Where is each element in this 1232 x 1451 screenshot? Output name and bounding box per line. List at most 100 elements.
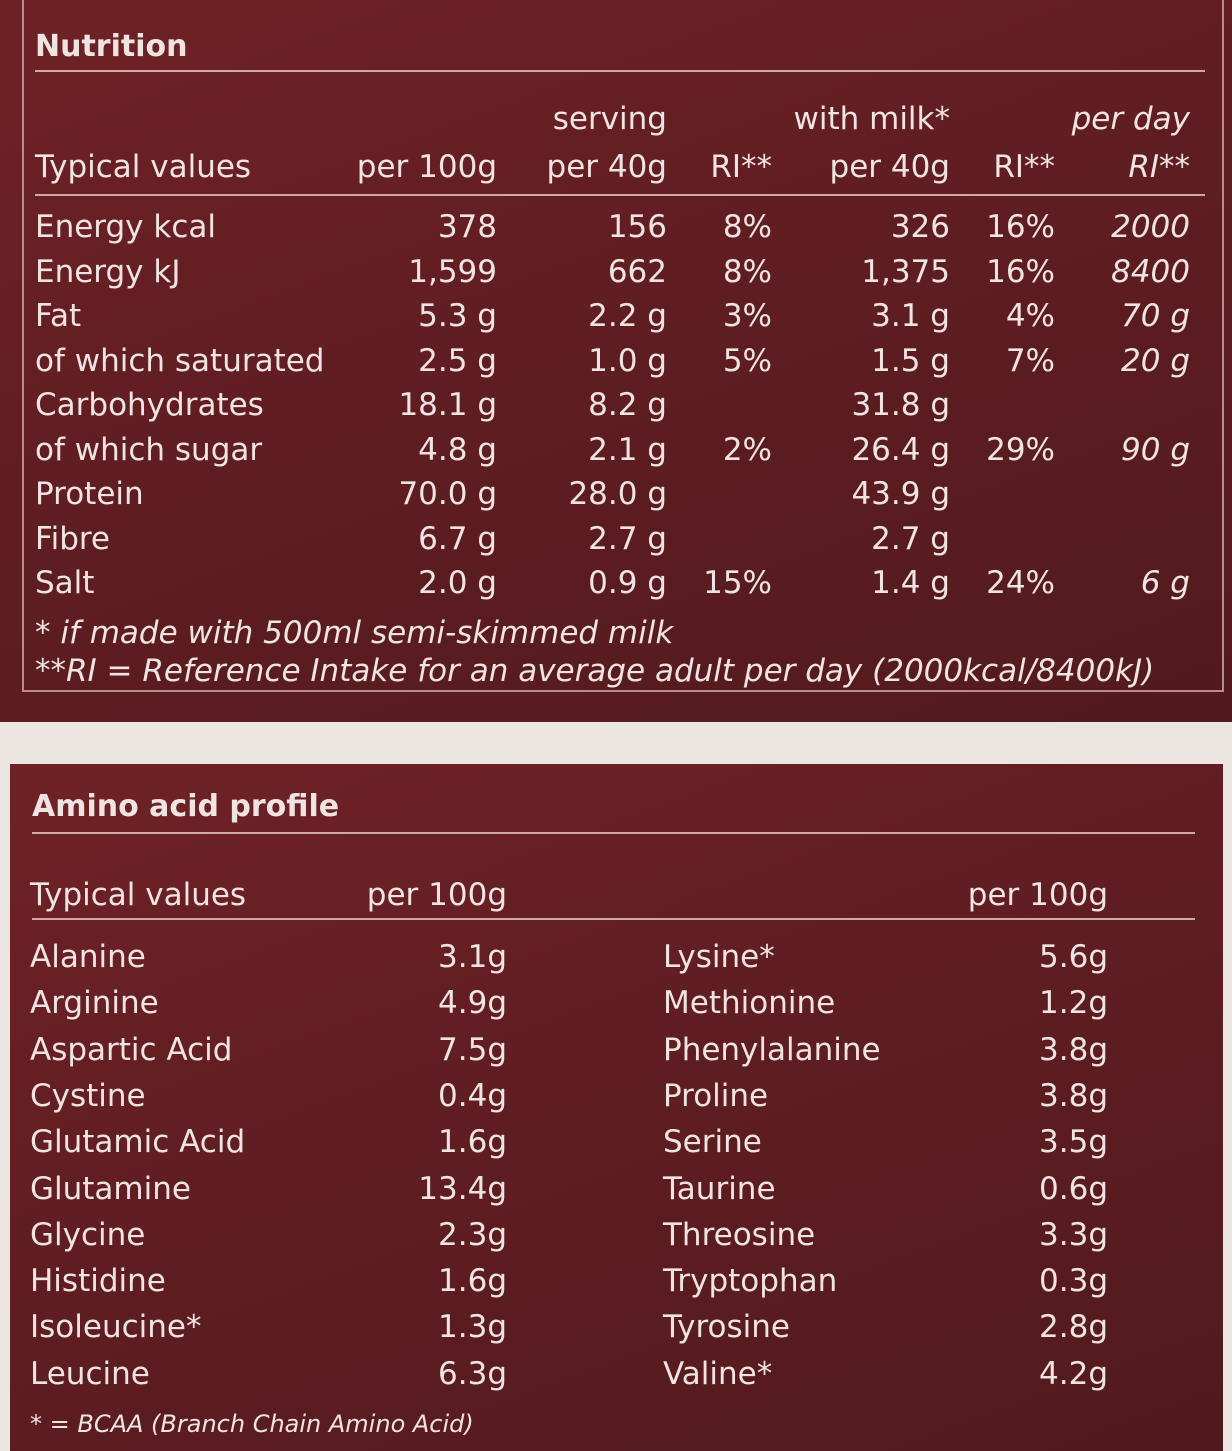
- nutrient-value: 2%: [722, 431, 772, 468]
- frame: [22, 0, 1224, 692]
- amino-name: Taurine: [663, 1170, 776, 1207]
- nutrient-value: 326: [890, 209, 950, 245]
- amino-name: Tryptophan: [663, 1263, 838, 1300]
- nutrient-value: 2.1 g: [588, 431, 667, 468]
- column-group: serving: [552, 101, 667, 137]
- nutrient-value: 8%: [722, 253, 772, 290]
- amino-name: Aspartic Acid: [30, 1031, 233, 1068]
- amino-name: Threosine: [663, 1216, 816, 1253]
- amino-name: Leucine: [30, 1355, 150, 1392]
- column-group: with milk*: [793, 101, 951, 137]
- amino-value: 13.4g: [418, 1170, 507, 1207]
- amino-value: 4.2g: [1039, 1355, 1108, 1392]
- nutrient-name: Carbohydrates: [35, 387, 264, 423]
- footnote: * if made with 500ml semi-skimmed milk: [35, 615, 674, 651]
- column-header: RI**: [993, 149, 1055, 185]
- nutrient-value: 3%: [722, 298, 772, 334]
- column-group: per day: [1071, 101, 1190, 137]
- title: Nutrition: [35, 29, 188, 64]
- column-header: per 100g: [356, 149, 497, 185]
- amino-value: 3.8g: [1039, 1031, 1108, 1068]
- amino-value: 3.5g: [1039, 1124, 1108, 1161]
- amino-name: Phenylalanine: [663, 1031, 881, 1068]
- column-header: RI**: [710, 149, 772, 185]
- nutrient-name: of which saturated: [35, 342, 325, 379]
- nutrient-value: 1,375: [861, 253, 950, 290]
- amino-value: 2.8g: [1039, 1309, 1108, 1346]
- nutrient-value: 378: [437, 209, 497, 245]
- nutrient-value: 6 g: [1140, 565, 1190, 601]
- nutrient-value: 2.0 g: [418, 565, 497, 601]
- nutrient-value: 4%: [1005, 298, 1055, 334]
- nutrient-value: 43.9 g: [851, 476, 950, 512]
- rule: [32, 918, 1195, 920]
- nutrient-value: 5.3 g: [418, 298, 497, 334]
- nutrient-value: 1.5 g: [871, 342, 950, 379]
- column-header: RI**: [1128, 149, 1190, 185]
- amino-name: Isoleucine*: [30, 1309, 202, 1346]
- amino-name: Glutamic Acid: [30, 1124, 246, 1161]
- nutrient-name: of which sugar: [35, 431, 263, 468]
- nutrient-value: 7%: [1005, 342, 1055, 379]
- column-header: Typical values: [30, 877, 247, 913]
- amino-value: 3.3g: [1039, 1216, 1108, 1253]
- nutrient-name: Energy kJ: [35, 253, 181, 290]
- nutrition-panel: Nutrition Typical values per 100g serving p…: [0, 0, 1232, 722]
- nutrient-value: 31.8 g: [851, 387, 950, 423]
- nutrient-value: 16%: [986, 209, 1055, 245]
- rule: [35, 194, 1205, 196]
- footnote: * = BCAA (Branch Chain Amino Acid): [30, 1410, 474, 1438]
- nutrient-name: Salt: [35, 565, 95, 601]
- footnote: **RI = Reference Intake for an average a…: [35, 653, 1155, 689]
- nutrient-value: 1,599: [408, 253, 497, 290]
- nutrient-value: 70 g: [1121, 298, 1190, 334]
- amino-name: Valine*: [663, 1355, 773, 1392]
- amino-value: 7.5g: [438, 1031, 507, 1068]
- nutrient-value: 29%: [986, 431, 1055, 468]
- amino-name: Methionine: [663, 985, 836, 1022]
- nutrient-value: 2.7 g: [871, 520, 950, 557]
- amino-name: Lysine*: [663, 939, 775, 975]
- amino-value: 0.3g: [1039, 1263, 1108, 1300]
- rule: [32, 832, 1195, 834]
- nutrient-value: 2.2 g: [588, 298, 667, 334]
- amino-value: 4.9g: [438, 985, 507, 1022]
- amino-value: 0.6g: [1039, 1170, 1108, 1207]
- nutrient-value: 15%: [703, 565, 772, 601]
- amino-value: 1.3g: [438, 1309, 507, 1346]
- nutrient-value: 156: [607, 209, 667, 245]
- amino-value: 3.1g: [438, 939, 507, 975]
- amino-name: Tyrosine: [663, 1309, 790, 1346]
- nutrient-value: 70.0 g: [398, 476, 497, 512]
- column-header: per 40g: [829, 149, 950, 185]
- nutrient-value: 6.7 g: [418, 520, 497, 557]
- nutrient-value: 3.1 g: [871, 298, 950, 334]
- nutrient-name: Fat: [35, 298, 82, 334]
- amino-name: Alanine: [30, 939, 146, 975]
- amino-name: Glutamine: [30, 1170, 191, 1207]
- amino-value: 3.8g: [1039, 1077, 1108, 1114]
- amino-panel: Amino acid profile Typical values per 100…: [10, 764, 1223, 1451]
- nutrient-value: 16%: [986, 253, 1055, 290]
- amino-name: Proline: [663, 1077, 769, 1114]
- nutrient-value: 5%: [722, 342, 772, 379]
- nutrient-value: 20 g: [1121, 342, 1190, 379]
- amino-name: Cystine: [30, 1077, 146, 1114]
- nutrient-value: 8.2 g: [588, 387, 667, 423]
- nutrient-value: 28.0 g: [568, 476, 667, 512]
- nutrient-value: 2.5 g: [418, 342, 497, 379]
- amino-value: 0.4g: [438, 1077, 507, 1114]
- column-header: per 100g: [967, 877, 1108, 913]
- nutrient-value: 1.4 g: [871, 565, 950, 601]
- amino-value: 1.6g: [438, 1263, 507, 1300]
- nutrient-name: Energy kcal: [35, 209, 216, 245]
- nutrient-value: 662: [607, 253, 667, 290]
- amino-value: 5.6g: [1039, 939, 1108, 975]
- column-header: per 40g: [546, 149, 667, 185]
- nutrient-name: Protein: [35, 476, 144, 512]
- title: Amino acid profile: [32, 789, 340, 824]
- column-header: Typical values: [35, 149, 252, 185]
- amino-name: Serine: [663, 1124, 762, 1161]
- column-header: per 100g: [366, 877, 507, 913]
